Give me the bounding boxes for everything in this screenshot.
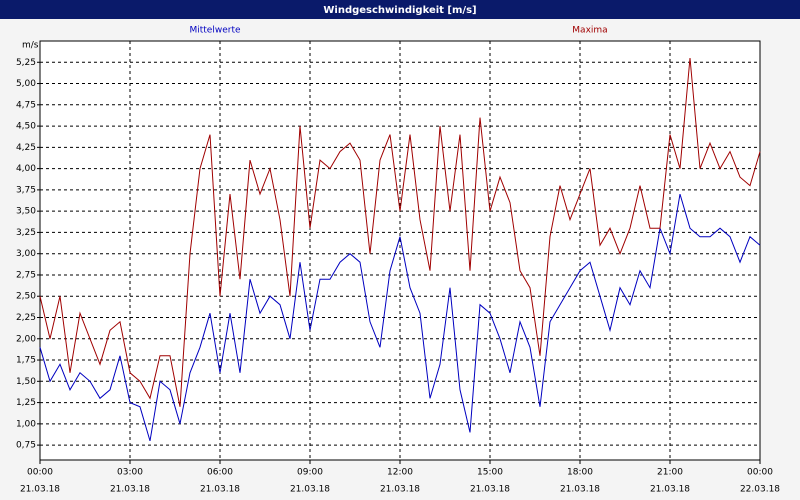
- y-tick-label: 1,25: [16, 398, 36, 408]
- y-tick-label: 3,75: [16, 185, 36, 195]
- x-tick-label: 12:00: [387, 468, 413, 478]
- x-tick-label: 21:00: [657, 468, 683, 478]
- x-tick-label: 09:00: [297, 468, 323, 478]
- y-tick-label: 2,50: [16, 292, 36, 302]
- x-tick-label: 00:00: [747, 468, 773, 478]
- x-tick-date: 21.03.18: [110, 485, 150, 495]
- y-tick-label: 1,50: [16, 377, 36, 387]
- y-tick-label: 3,50: [16, 207, 36, 217]
- data-line: [39, 193, 761, 442]
- x-tick-date: 22.03.18: [740, 485, 780, 495]
- x-tick-date: 21.03.18: [200, 485, 240, 495]
- x-tick-label: 18:00: [567, 468, 593, 478]
- y-tick-label: 4,25: [16, 143, 36, 153]
- legend-entry: Maxima: [572, 26, 607, 36]
- x-tick-date: 21.03.18: [290, 485, 330, 495]
- y-tick-label: 3,00: [16, 249, 36, 259]
- y-tick-label: 5,00: [16, 79, 36, 89]
- x-tick-label: 15:00: [477, 468, 503, 478]
- y-tick-label: 5,25: [16, 58, 36, 68]
- y-tick-label: 4,50: [16, 122, 36, 132]
- x-tick-date: 21.03.18: [20, 485, 60, 495]
- x-tick-date: 21.03.18: [470, 485, 510, 495]
- y-tick-label: 0,75: [16, 441, 36, 451]
- x-tick-date: 21.03.18: [380, 485, 420, 495]
- y-tick-label: 4,75: [16, 100, 36, 110]
- y-tick-label: 1,75: [16, 356, 36, 366]
- x-tick-label: 06:00: [207, 468, 233, 478]
- chart-title: Windgeschwindigkeit [m/s]: [323, 5, 476, 16]
- x-tick-date: 21.03.18: [560, 485, 600, 495]
- y-tick-label: 3,25: [16, 228, 36, 238]
- legend-entry: Mittelwerte: [189, 26, 240, 36]
- x-tick-label: 00:00: [27, 468, 53, 478]
- y-tick-label: 2,75: [16, 270, 36, 280]
- data-line: [39, 57, 761, 407]
- x-tick-label: 03:00: [117, 468, 143, 478]
- title-bar: [0, 0, 800, 19]
- x-tick-date: 21.03.18: [650, 485, 690, 495]
- y-unit: m/s: [22, 41, 39, 51]
- y-tick-label: 1,00: [16, 419, 36, 429]
- y-tick-label: 4,00: [16, 164, 36, 174]
- y-tick-label: 2,25: [16, 313, 36, 323]
- y-tick-label: 2,00: [16, 334, 36, 344]
